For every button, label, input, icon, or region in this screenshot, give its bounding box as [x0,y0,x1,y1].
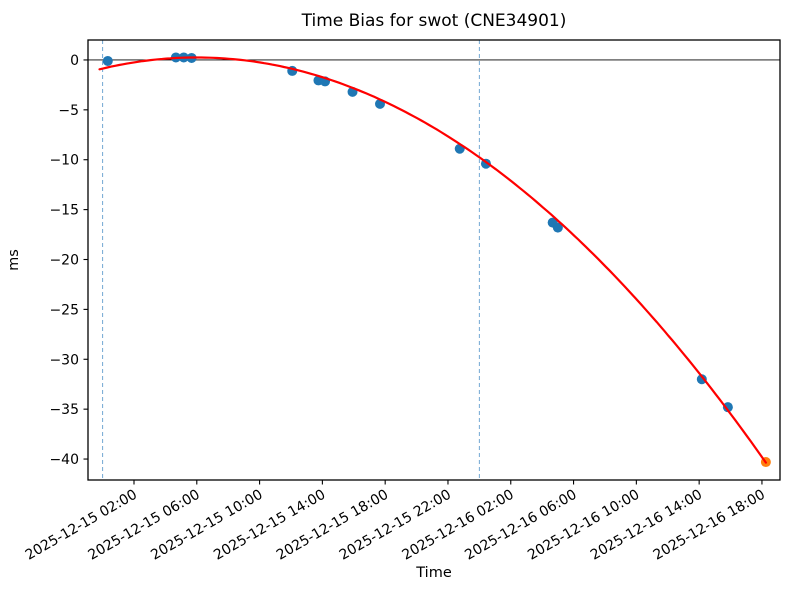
y-tick-label: −30 [49,352,79,368]
x-tick-label: 2025-12-15 22:00 [337,487,454,564]
plot-border [87,39,781,481]
y-tick-label: −35 [49,402,79,418]
x-axis-label: Time [416,565,452,581]
x-tick-label: 2025-12-15 02:00 [23,487,140,564]
x-tick-label: 2025-12-15 06:00 [86,487,203,564]
y-tick-label: −20 [49,253,79,269]
chart-title: Time Bias for swot (CNE34901) [301,11,567,31]
data-point [552,222,563,233]
x-tick-label: 2025-12-16 18:00 [651,487,768,564]
x-tick-label: 2025-12-15 10:00 [148,487,265,564]
y-tick-label: −5 [58,103,79,119]
y-tick-label: −40 [49,452,79,468]
y-tick-label: −25 [49,302,79,318]
y-tick-label: 0 [70,53,79,69]
x-tick-label: 2025-12-16 06:00 [462,487,579,564]
data-point [102,55,113,66]
y-tick-label: −10 [49,153,79,169]
x-tick-label: 2025-12-16 10:00 [525,487,642,564]
x-tick-label: 2025-12-16 14:00 [588,487,705,564]
x-tick-label: 2025-12-16 02:00 [399,487,516,564]
data-point [722,402,733,413]
x-tick-label: 2025-12-15 18:00 [274,487,391,564]
y-tick-label: −15 [49,203,79,219]
fit-curve [98,56,768,464]
data-point [696,374,707,385]
y-axis-label: ms [6,249,22,271]
x-tick-label: 2025-12-15 14:00 [211,487,328,564]
